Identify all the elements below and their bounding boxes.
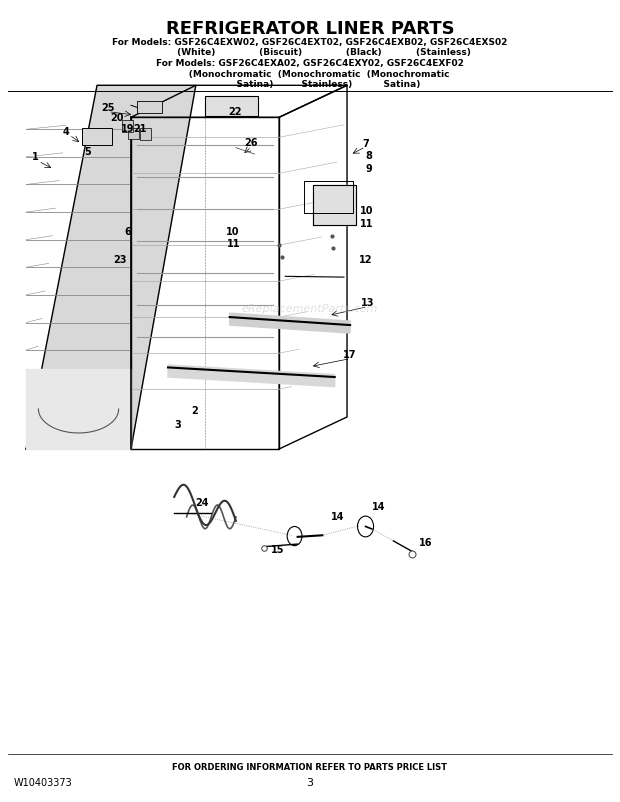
Bar [140,128,151,140]
Text: 3: 3 [306,778,314,788]
Text: 22: 22 [228,107,241,116]
Text: 4: 4 [63,127,69,136]
Text: (White)              (Biscuit)              (Black)           (Stainless): (White) (Biscuit) (Black) (Stainless) [149,48,471,57]
Polygon shape [230,313,350,333]
Text: 9: 9 [365,164,372,174]
Text: 17: 17 [343,350,357,359]
Text: 25: 25 [102,103,115,113]
Text: 14: 14 [331,512,345,522]
Text: REFRIGERATOR LINER PARTS: REFRIGERATOR LINER PARTS [166,20,454,38]
Text: 12: 12 [359,254,372,265]
Text: 21: 21 [133,124,147,134]
Text: 10: 10 [360,206,373,216]
Bar [137,101,162,113]
Bar [205,95,257,115]
Text: 5: 5 [84,148,91,157]
Text: 11: 11 [228,239,241,249]
Text: 3: 3 [174,420,180,430]
Text: 7: 7 [362,139,369,148]
Text: 1: 1 [32,152,38,162]
Text: 20: 20 [111,113,124,123]
Text: 24: 24 [195,498,209,508]
Polygon shape [168,365,335,387]
Text: 2: 2 [191,406,198,415]
Polygon shape [26,85,196,449]
Text: For Models: GSF26C4EXW02, GSF26C4EXT02, GSF26C4EXB02, GSF26C4EXS02: For Models: GSF26C4EXW02, GSF26C4EXT02, … [112,38,508,47]
Text: 15: 15 [271,545,285,556]
Text: 16: 16 [419,538,433,549]
Text: For Models: GSF26C4EXA02, GSF26C4EXY02, GSF26C4EXF02: For Models: GSF26C4EXA02, GSF26C4EXY02, … [156,59,464,68]
Bar [82,128,112,145]
Text: 8: 8 [365,151,372,160]
Polygon shape [26,369,131,449]
Text: 13: 13 [361,298,374,308]
Text: 26: 26 [245,138,258,148]
Bar [122,120,133,132]
Text: 14: 14 [373,502,386,512]
Text: 6: 6 [125,226,131,237]
Text: 10: 10 [226,226,239,237]
Polygon shape [313,185,356,225]
Bar [128,128,139,139]
Text: FOR ORDERING INFORMATION REFER TO PARTS PRICE LIST: FOR ORDERING INFORMATION REFER TO PARTS … [172,763,448,772]
Text: 19: 19 [121,124,135,134]
Text: eReplacementParts.com: eReplacementParts.com [242,304,378,314]
Text: 23: 23 [113,254,126,265]
Text: Satina)         Stainless)          Satina): Satina) Stainless) Satina) [199,80,421,89]
Text: 11: 11 [360,219,373,229]
Text: (Monochromatic  (Monochromatic  (Monochromatic: (Monochromatic (Monochromatic (Monochrom… [170,70,450,79]
Text: W10403373: W10403373 [14,778,73,788]
